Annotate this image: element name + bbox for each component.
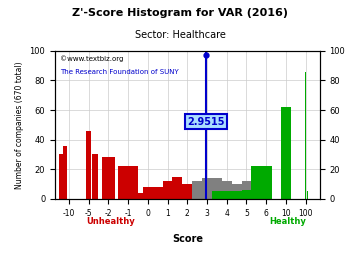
Bar — [251, 175, 261, 199]
Bar — [260, 166, 273, 199]
Text: The Research Foundation of SUNY: The Research Foundation of SUNY — [60, 69, 179, 75]
Bar — [242, 190, 251, 199]
Bar — [222, 181, 232, 199]
Bar — [143, 187, 153, 199]
Bar — [92, 154, 98, 199]
Bar — [305, 72, 306, 199]
X-axis label: Score: Score — [172, 234, 203, 244]
Bar — [86, 131, 91, 199]
Y-axis label: Number of companies (670 total): Number of companies (670 total) — [15, 61, 24, 189]
Bar — [307, 191, 309, 199]
Bar — [263, 166, 269, 199]
Bar — [118, 166, 138, 199]
Bar — [153, 187, 163, 199]
Text: Unhealthy: Unhealthy — [86, 217, 135, 225]
Bar — [192, 181, 202, 199]
Text: 2.9515: 2.9515 — [187, 117, 225, 127]
Bar — [102, 157, 115, 199]
Bar — [281, 107, 291, 199]
Text: Healthy: Healthy — [269, 217, 306, 225]
Bar — [163, 181, 172, 199]
Bar — [212, 178, 222, 199]
Bar — [202, 178, 212, 199]
Text: Sector: Healthcare: Sector: Healthcare — [135, 30, 225, 40]
Bar — [232, 191, 242, 199]
Bar — [212, 191, 222, 199]
Text: ©www.textbiz.org: ©www.textbiz.org — [60, 55, 124, 62]
Bar — [172, 177, 183, 199]
Bar — [59, 154, 63, 199]
Bar — [232, 184, 242, 199]
Bar — [63, 146, 67, 199]
Bar — [242, 181, 251, 199]
Text: Z'-Score Histogram for VAR (2016): Z'-Score Histogram for VAR (2016) — [72, 8, 288, 18]
Bar — [251, 166, 261, 199]
Bar — [222, 191, 232, 199]
Bar — [183, 184, 192, 199]
Bar — [133, 193, 143, 199]
